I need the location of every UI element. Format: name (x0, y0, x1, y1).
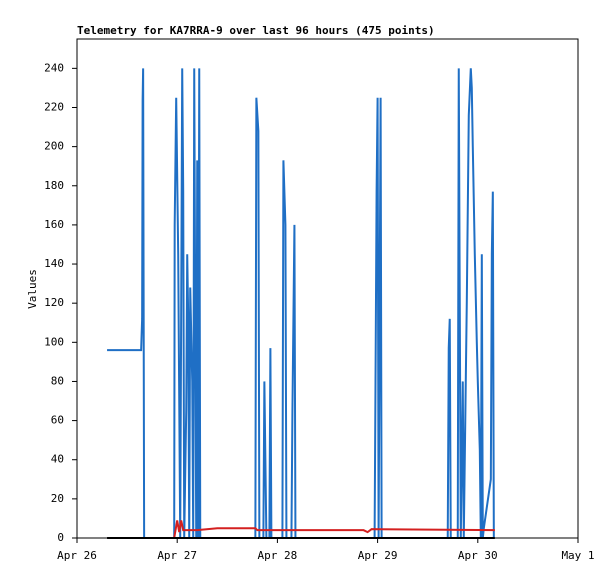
y-tick-label: 220 (44, 100, 64, 113)
y-axis-label: Values (26, 269, 39, 309)
x-tick-label: Apr 27 (157, 549, 197, 562)
x-tick-label: Apr 26 (57, 549, 97, 562)
y-tick-label: 60 (51, 414, 64, 427)
x-tick-label: Apr 28 (258, 549, 298, 562)
y-tick-label: 240 (44, 61, 64, 74)
x-tick-label: May 1 (561, 549, 594, 562)
x-tick-label: Apr 29 (358, 549, 398, 562)
y-tick-label: 120 (44, 296, 64, 309)
line-series (173, 520, 495, 539)
y-tick-label: 180 (44, 179, 64, 192)
plot-frame (76, 38, 579, 539)
x-tick-label: Apr 30 (458, 549, 498, 562)
y-tick-label: 20 (51, 492, 64, 505)
y-tick-label: 0 (57, 531, 64, 544)
y-tick-label: 140 (44, 257, 64, 270)
y-tick-label: 160 (44, 218, 64, 231)
line-series (107, 68, 495, 539)
y-tick-label: 80 (51, 374, 64, 387)
y-tick-label: 40 (51, 453, 64, 466)
chart-title: Telemetry for KA7RRA-9 over last 96 hour… (77, 24, 435, 37)
y-tick-label: 200 (44, 140, 64, 153)
y-tick-label: 100 (44, 335, 64, 348)
